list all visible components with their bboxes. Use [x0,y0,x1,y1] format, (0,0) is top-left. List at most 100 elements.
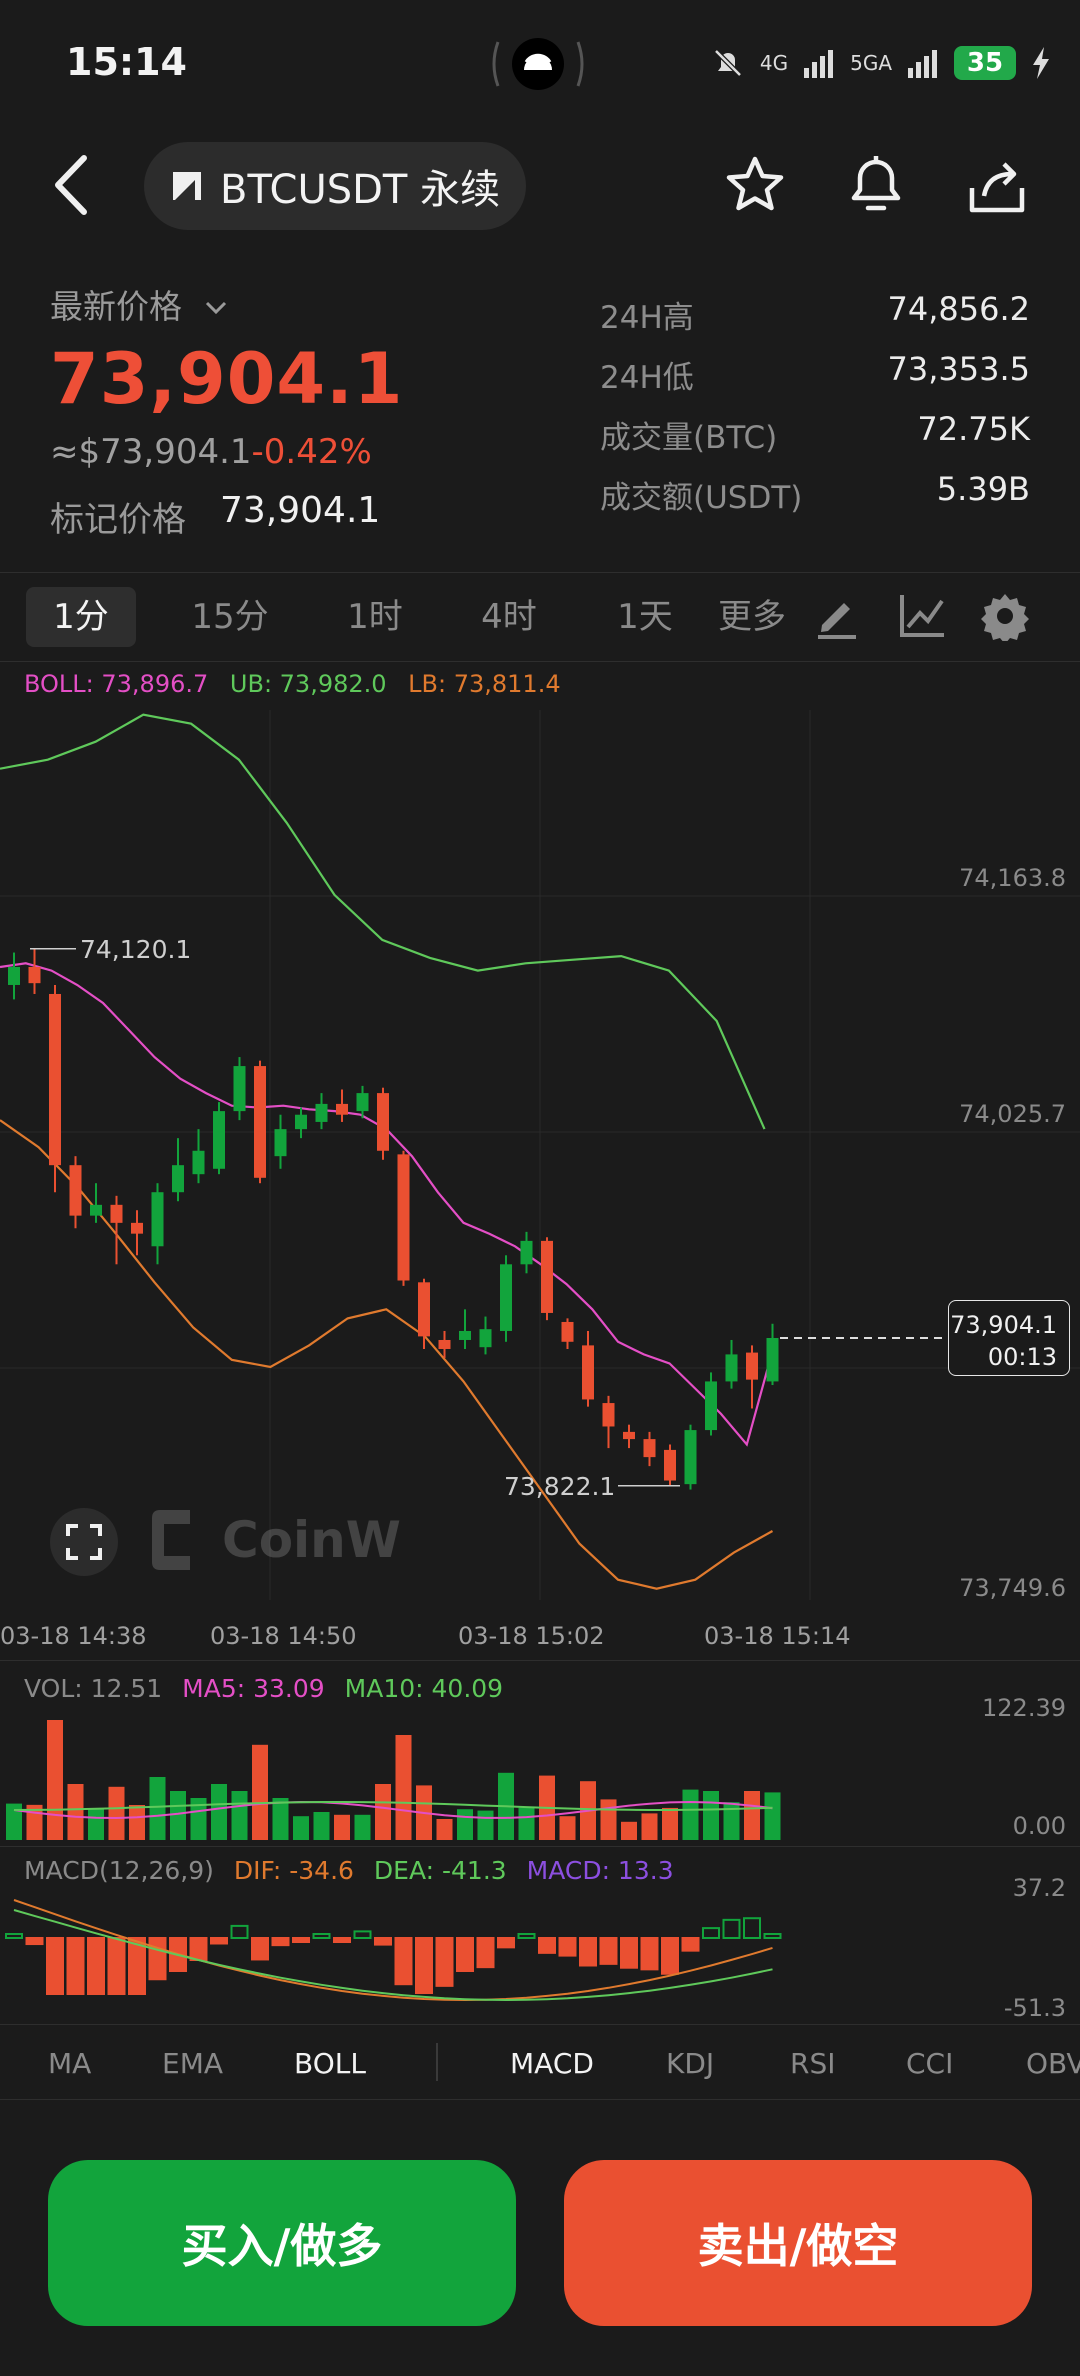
stat-label-turnover: 成交额(USDT) [600,480,803,516]
network-5ga: 5GA [850,51,892,75]
sell-short-button[interactable]: 卖出/做空 [564,2160,1032,2326]
status-icons: 4G 5GA 35 [710,38,1052,88]
indicator-tab-cci[interactable]: CCI [906,2047,954,2080]
candle-body [274,1129,287,1157]
indicator-tab-ma[interactable]: MA [48,2047,92,2080]
candle [233,1057,246,1121]
settings-gear-icon[interactable] [980,591,1030,641]
volume-bar [354,1814,371,1840]
back-icon[interactable] [46,150,96,220]
candle [664,1444,676,1486]
dynamic-island [490,34,586,94]
boll-legend: BOLL: 73,896.7 UB: 73,982.0 LB: 73,811.4 [24,670,561,698]
symbol-logo-icon [173,172,201,200]
favorite-star-icon[interactable] [724,154,786,216]
candle [643,1431,656,1467]
candle-body [438,1339,451,1349]
macd-bar [189,1937,208,1961]
stat-label-volume: 成交量(BTC) [600,420,778,456]
interval-bar: 1分 15分 1时 4时 1天 更多 [0,572,1080,662]
price-alert-bell-icon[interactable] [844,152,908,218]
candle-body [192,1150,205,1175]
interval-1m[interactable]: 1分 [26,587,136,647]
volume-bar [272,1798,289,1840]
volume-bar [47,1720,63,1840]
interval-more[interactable]: 更多 [718,597,786,637]
macd-bar [333,1937,351,1943]
macd-bar [128,1937,146,1995]
interval-1d[interactable]: 1天 [617,597,673,637]
macd-bar [599,1937,618,1965]
indicator-tab-ema[interactable]: EMA [162,2047,224,2080]
interval-15m[interactable]: 15分 [191,597,269,637]
fullscreen-icon [66,1524,102,1560]
current-price-label: 73,904.1 00:13 [948,1300,1070,1376]
candle-body [520,1240,533,1265]
indicator-tab-obv[interactable]: OBV [1026,2047,1080,2080]
macd-bar [640,1937,659,1971]
interval-1h[interactable]: 1时 [347,597,403,637]
volume-ma10-line [13,1801,773,1811]
volume-bar [395,1735,412,1840]
candle [377,1087,389,1160]
price-axis-tick-1: 74,163.8 [959,864,1066,892]
candle [356,1085,369,1119]
buy-long-button[interactable]: 买入/做多 [48,2160,516,2326]
macd-bar [148,1937,167,1981]
candlestick-chart[interactable]: 74,120.1 73,822.1 [0,710,1080,1600]
volume-ma5-line [13,1800,773,1820]
candle [336,1089,348,1122]
volume-bar [723,1802,740,1840]
indicator-chart-icon[interactable] [896,591,948,641]
boll-lower-line [0,1119,774,1590]
volume-bar [211,1784,227,1840]
stat-value-volume: 72.75K [917,410,1030,448]
candle-body [295,1114,307,1130]
share-icon[interactable] [964,152,1030,218]
grid [0,710,1080,1600]
candle [500,1255,512,1342]
draw-tool-icon[interactable] [812,591,862,641]
stat-label-low: 24H低 [600,360,694,396]
candle [49,984,61,1193]
candle-body [643,1439,656,1458]
stat-value-high: 74,856.2 [887,290,1031,328]
candle-body [151,1192,164,1247]
candle-body [746,1352,758,1380]
volume-bar [518,1807,535,1840]
macd-bar [230,1924,249,1940]
volume-bar [170,1791,186,1840]
indicator-tab-rsi[interactable]: RSI [790,2047,836,2080]
time-axis-tick-4: 03-18 15:14 [704,1622,851,1650]
indicator-tab-kdj[interactable]: KDJ [666,2047,715,2080]
macd-bar [46,1937,64,1995]
macd-bar [497,1937,515,1949]
candle [151,1183,164,1265]
candle [192,1129,205,1184]
mute-bell-icon [714,49,742,77]
candle [561,1318,574,1349]
mark-price-label: 标记价格 [50,500,186,540]
candle [274,1114,287,1169]
fullscreen-button[interactable] [50,1508,118,1576]
macd-bar [107,1937,126,1995]
last-price: 73,904.1 [50,338,404,420]
candle [746,1345,758,1409]
indicator-tab-boll[interactable]: BOLL [294,2047,366,2080]
symbol-selector[interactable]: BTCUSDT 永续 [144,142,526,230]
volume-bar [457,1809,473,1840]
volume-bar [375,1784,391,1840]
latest-price-dropdown[interactable]: 最新价格 [50,280,229,328]
stat-label-high: 24H高 [600,300,694,336]
candle [213,1102,225,1175]
candle-body [766,1338,779,1382]
volume-bar [67,1784,84,1840]
volume-bar [231,1791,248,1840]
candle-body [233,1066,246,1112]
candle [8,952,20,1000]
interval-4h[interactable]: 4时 [481,597,537,637]
macd-bar [558,1937,577,1957]
volume-bar [149,1777,166,1840]
macd-legend: MACD(12,26,9) DIF: -34.6 DEA: -41.3 MACD… [24,1856,674,1885]
indicator-tab-macd[interactable]: MACD [510,2047,594,2080]
